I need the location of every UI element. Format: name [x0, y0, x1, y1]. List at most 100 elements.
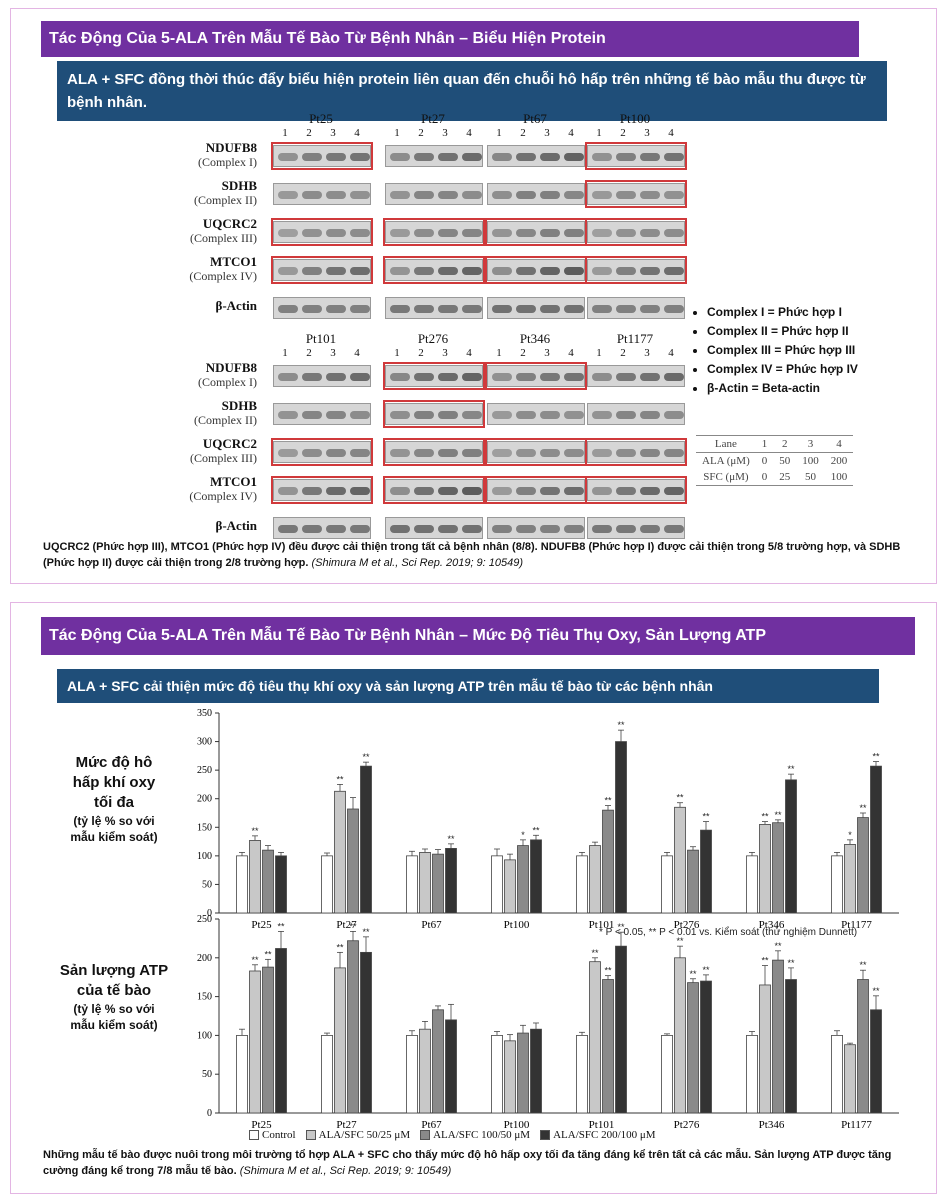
lane-numbers: 1 2 3 4	[385, 127, 481, 139]
bar	[615, 945, 627, 1114]
protein-label: β-Actin	[215, 298, 257, 313]
lane-number: 1	[596, 347, 602, 359]
lane-numbers: 1 2 3 4	[273, 347, 369, 359]
protein-band	[302, 449, 322, 457]
protein-band	[540, 373, 560, 381]
blot-strip	[587, 479, 685, 501]
legend-item: β-Actin = Beta-actin	[707, 379, 858, 398]
blot-strip	[587, 297, 685, 319]
significance-mark: **	[676, 793, 684, 803]
bar	[445, 848, 457, 914]
protein-label: MTCO1 (Complex IV)	[189, 474, 257, 504]
lane-numbers: 1 2 3 4	[587, 127, 683, 139]
protein-band	[462, 305, 482, 313]
protein-band	[462, 267, 482, 275]
protein-band	[516, 449, 536, 457]
highlight-box	[485, 476, 587, 504]
significance-mark: **	[336, 942, 344, 952]
significance-mark: **	[277, 921, 285, 931]
protein-band	[664, 191, 684, 199]
patient-header: Pt346	[519, 331, 551, 346]
patient-header: Pt100	[619, 111, 651, 126]
table-cell: SFC (μM)	[696, 469, 756, 486]
blot-strip	[487, 479, 585, 501]
highlight-box	[585, 256, 687, 284]
blot-strip	[273, 517, 371, 539]
protein-band	[278, 191, 298, 199]
protein-band	[592, 229, 612, 237]
blot-strip	[487, 517, 585, 539]
lane-dose-table: Lane 1 2 3 4 ALA (μM) 0 50 100 200 SFC (…	[696, 435, 854, 486]
significance-mark: **	[617, 720, 625, 730]
protein-band	[462, 191, 482, 199]
bar	[674, 957, 686, 1114]
y-tick-label: 50	[202, 879, 212, 890]
lane-number: 1	[394, 127, 400, 139]
protein-band	[640, 267, 660, 275]
protein-band	[564, 229, 584, 237]
protein-band	[278, 373, 298, 381]
protein-band	[438, 305, 458, 313]
protein-band	[592, 487, 612, 495]
blot-strip	[487, 441, 585, 463]
patient-header: Pt67	[523, 111, 547, 126]
bar	[746, 1035, 758, 1114]
blot-strip	[385, 403, 483, 425]
bar	[857, 979, 869, 1114]
protein-band	[492, 229, 512, 237]
significance-mark: **	[362, 927, 370, 937]
bar	[870, 765, 882, 914]
significance-mark: **	[774, 941, 782, 951]
y-tick-label: 200	[197, 794, 212, 805]
protein-label: UQCRC2 (Complex III)	[190, 216, 257, 246]
protein-label: NDUFB8 (Complex I)	[198, 360, 257, 390]
blot-strip	[587, 183, 685, 205]
bar	[831, 855, 843, 914]
table-cell: 100	[824, 469, 854, 486]
legend-swatch	[305, 1130, 316, 1141]
bar	[347, 940, 359, 1114]
protein-band	[302, 373, 322, 381]
protein-band	[564, 449, 584, 457]
protein-band	[664, 525, 684, 533]
legend-item: ALA/SFC 200/100 μM	[540, 1129, 656, 1141]
bar	[576, 855, 588, 914]
highlight-box	[271, 142, 373, 170]
bar	[491, 1035, 503, 1114]
significance-mark: **	[251, 826, 259, 836]
bar	[347, 808, 359, 914]
blot-strip	[273, 297, 371, 319]
bar	[517, 845, 529, 914]
highlight-box	[383, 400, 485, 428]
significance-mark: **	[362, 752, 370, 762]
lane-number: 2	[418, 127, 424, 139]
x-tick-label: Pt1177	[841, 919, 872, 931]
protein-band	[462, 153, 482, 161]
blot-strip	[273, 183, 371, 205]
lane-numbers: 1 2 3 4	[487, 347, 583, 359]
protein-band	[664, 305, 684, 313]
lane-number: 4	[466, 347, 472, 359]
protein-label: UQCRC2 (Complex III)	[190, 436, 257, 466]
lane-numbers: 1 2 3 4	[487, 127, 583, 139]
protein-band	[462, 449, 482, 457]
blot-strip	[385, 441, 483, 463]
protein-band	[640, 373, 660, 381]
bar	[419, 852, 431, 914]
bar	[785, 979, 797, 1114]
blot-strip	[273, 221, 371, 243]
highlight-box	[271, 256, 373, 284]
bar	[746, 855, 758, 914]
protein-band	[540, 411, 560, 419]
protein-band	[302, 153, 322, 161]
y-tick-label: 100	[197, 851, 212, 862]
chart1-axis-label: Mức độ hô hấp khí oxy tối đa (tỷ lệ % so…	[70, 754, 158, 844]
highlight-box	[585, 438, 687, 466]
protein-band	[664, 449, 684, 457]
protein-band	[350, 411, 370, 419]
protein-band	[302, 487, 322, 495]
x-tick-label: Pt67	[421, 919, 442, 931]
protein-band	[278, 411, 298, 419]
bar	[844, 1044, 856, 1114]
protein-band	[616, 373, 636, 381]
